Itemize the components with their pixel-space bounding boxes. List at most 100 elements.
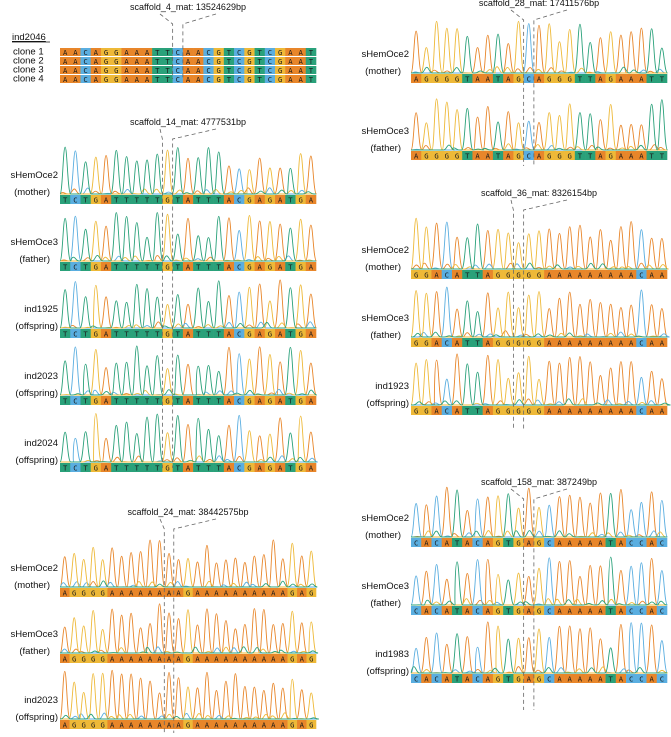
svg-text:A: A (186, 195, 191, 204)
svg-text:G: G (516, 74, 520, 83)
base-A: A (523, 606, 535, 615)
base-G: G (78, 654, 89, 663)
svg-text:T: T (217, 329, 222, 338)
svg-text:C: C (176, 66, 180, 75)
svg-text:A: A (186, 75, 191, 84)
sample-role: (father) (370, 598, 401, 609)
base-G: G (183, 720, 194, 729)
svg-text:A: A (309, 195, 314, 204)
base-A: A (154, 654, 165, 663)
base-A: A (223, 329, 235, 338)
base-A: A (164, 720, 175, 729)
base-A: A (564, 270, 576, 279)
svg-text:A: A (639, 151, 644, 160)
svg-text:G: G (496, 406, 500, 415)
base-G: G (431, 74, 443, 83)
base-G: G (69, 588, 80, 597)
base-T: T (193, 396, 204, 405)
sample-name: sHemOce2 (10, 563, 58, 574)
base-A: A (223, 463, 235, 472)
trace-row: G G A C A T T A G G G G G A A A A A A A A A C A AsHemOce2(mother… (361, 217, 669, 279)
svg-text:A: A (135, 75, 140, 84)
base-T: T (646, 151, 658, 160)
base-T: T (121, 463, 132, 472)
svg-text:T: T (455, 674, 460, 683)
base-T: T (152, 75, 163, 84)
base-A: A (554, 538, 565, 547)
svg-text:G: G (414, 270, 418, 279)
base-T: T (585, 151, 596, 160)
trace-channel-G (60, 609, 317, 654)
base-T: T (172, 329, 184, 338)
base-A: A (636, 74, 647, 83)
base-T: T (162, 57, 173, 66)
base-T: T (193, 463, 204, 472)
svg-text:A: A (145, 66, 150, 75)
svg-text:A: A (196, 57, 201, 66)
svg-text:T: T (217, 396, 222, 405)
base-A: A (223, 262, 235, 271)
base-A: A (145, 588, 156, 597)
svg-text:T: T (63, 463, 68, 472)
svg-text:G: G (298, 396, 302, 405)
svg-text:A: A (527, 538, 532, 547)
base-T: T (131, 329, 143, 338)
svg-text:G: G (537, 538, 541, 547)
base-A: A (615, 406, 627, 415)
svg-text:G: G (547, 74, 551, 83)
sample-name: sHemOce3 (361, 126, 409, 137)
base-T: T (223, 48, 235, 57)
svg-text:T: T (309, 66, 314, 75)
base-A: A (482, 406, 494, 415)
trace-channel-C (410, 557, 668, 606)
svg-text:A: A (258, 262, 263, 271)
base-G: G (162, 262, 173, 271)
trace-channel-T (411, 223, 667, 270)
base-G: G (69, 720, 80, 729)
svg-text:A: A (578, 270, 583, 279)
base-A: A (605, 406, 617, 415)
svg-text:T: T (83, 463, 88, 472)
variant-guide-lines (510, 199, 568, 430)
base-A: A (564, 674, 576, 683)
svg-text:T: T (155, 463, 160, 472)
svg-text:A: A (104, 262, 109, 271)
svg-text:G: G (247, 463, 251, 472)
svg-text:G: G (445, 151, 449, 160)
svg-text:G: G (537, 270, 541, 279)
svg-text:A: A (309, 396, 314, 405)
svg-text:T: T (288, 396, 293, 405)
base-T: T (162, 75, 173, 84)
svg-text:A: A (104, 329, 109, 338)
base-C: C (70, 396, 81, 405)
svg-text:A: A (227, 396, 232, 405)
svg-text:G: G (94, 396, 98, 405)
svg-text:T: T (227, 75, 232, 84)
svg-text:A: A (243, 654, 248, 663)
base-A: A (656, 406, 668, 415)
svg-text:T: T (258, 48, 263, 57)
svg-text:A: A (465, 674, 470, 683)
svg-text:C: C (237, 48, 241, 57)
svg-text:T: T (206, 396, 211, 405)
svg-text:T: T (196, 195, 201, 204)
svg-text:A: A (598, 270, 603, 279)
base-A: A (240, 588, 250, 597)
svg-text:A: A (288, 57, 293, 66)
svg-text:G: G (72, 720, 76, 729)
base-G: G (213, 57, 225, 66)
svg-text:A: A (598, 674, 603, 683)
svg-text:A: A (309, 329, 314, 338)
base-G: G (275, 75, 286, 84)
svg-text:T: T (83, 262, 88, 271)
svg-text:T: T (196, 396, 201, 405)
base-A: A (70, 75, 81, 84)
base-A: A (626, 151, 637, 160)
base-T: T (152, 66, 163, 75)
base-A: A (254, 195, 266, 204)
base-A: A (70, 48, 81, 57)
svg-text:G: G (557, 74, 561, 83)
svg-text:A: A (619, 538, 624, 547)
svg-text:G: G (298, 463, 302, 472)
base-A: A (472, 151, 483, 160)
